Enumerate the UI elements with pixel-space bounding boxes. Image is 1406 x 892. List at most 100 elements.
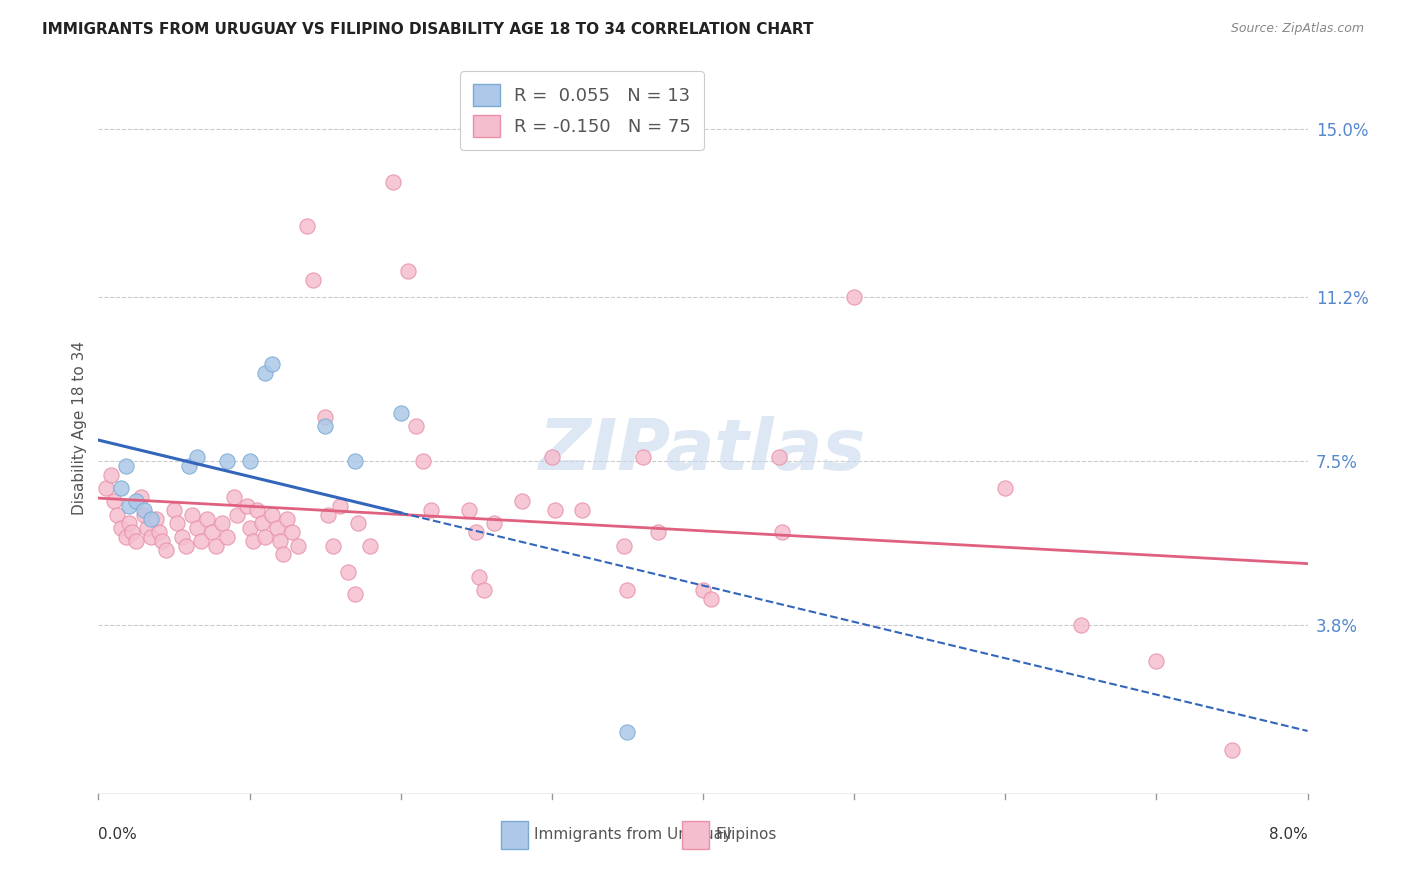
Text: Immigrants from Uruguay: Immigrants from Uruguay bbox=[534, 828, 731, 842]
Point bbox=[396, 264, 419, 278]
Point bbox=[205, 539, 228, 553]
Point bbox=[1220, 742, 1243, 756]
Text: 0.0%: 0.0% bbox=[98, 828, 138, 842]
Point bbox=[468, 569, 491, 583]
Point bbox=[181, 508, 204, 522]
Point bbox=[382, 175, 405, 189]
Point bbox=[150, 534, 173, 549]
Point bbox=[276, 512, 298, 526]
Point bbox=[195, 512, 218, 526]
Point bbox=[316, 508, 339, 522]
Point bbox=[253, 366, 276, 380]
Point bbox=[616, 724, 638, 739]
Point bbox=[269, 534, 291, 549]
Point bbox=[544, 503, 567, 517]
Point bbox=[103, 494, 125, 508]
Point bbox=[94, 481, 117, 495]
Point bbox=[179, 458, 201, 473]
Point bbox=[110, 521, 132, 535]
Point bbox=[166, 516, 188, 531]
Point bbox=[226, 508, 249, 522]
Point bbox=[110, 481, 132, 495]
Point bbox=[135, 521, 157, 535]
Point bbox=[125, 494, 148, 508]
Point bbox=[201, 525, 224, 540]
Point bbox=[121, 525, 143, 540]
Text: IMMIGRANTS FROM URUGUAY VS FILIPINO DISABILITY AGE 18 TO 34 CORRELATION CHART: IMMIGRANTS FROM URUGUAY VS FILIPINO DISA… bbox=[42, 22, 814, 37]
Text: Filipinos: Filipinos bbox=[716, 828, 776, 842]
Point bbox=[215, 454, 238, 468]
Point bbox=[190, 534, 212, 549]
Point bbox=[242, 534, 264, 549]
Point bbox=[314, 410, 336, 425]
Point bbox=[262, 508, 284, 522]
Point bbox=[145, 512, 167, 526]
Point bbox=[141, 530, 163, 544]
Point bbox=[314, 419, 336, 434]
Point bbox=[295, 219, 318, 234]
Point bbox=[141, 512, 163, 526]
Point bbox=[186, 450, 208, 464]
Point bbox=[389, 406, 412, 420]
Point bbox=[215, 530, 238, 544]
Point bbox=[344, 587, 367, 601]
Point bbox=[647, 525, 669, 540]
Point bbox=[118, 499, 141, 513]
Point bbox=[132, 508, 155, 522]
Point bbox=[287, 539, 309, 553]
Point bbox=[105, 508, 128, 522]
Point bbox=[613, 539, 636, 553]
Point bbox=[472, 582, 495, 597]
Point bbox=[114, 458, 136, 473]
Point bbox=[100, 467, 122, 482]
Point bbox=[266, 521, 288, 535]
Point bbox=[246, 503, 269, 517]
Point bbox=[770, 525, 793, 540]
Point bbox=[994, 481, 1017, 495]
Point bbox=[132, 503, 155, 517]
Point bbox=[281, 525, 304, 540]
Point bbox=[484, 516, 506, 531]
Point bbox=[262, 357, 284, 371]
Point bbox=[540, 450, 562, 464]
Point bbox=[224, 490, 246, 504]
Point bbox=[405, 419, 427, 434]
Point bbox=[571, 503, 593, 517]
Point bbox=[510, 494, 533, 508]
Point bbox=[344, 454, 367, 468]
Point bbox=[253, 530, 276, 544]
Point bbox=[1146, 654, 1168, 668]
Point bbox=[129, 490, 152, 504]
Text: ZIPatlas: ZIPatlas bbox=[540, 416, 866, 484]
Point bbox=[118, 516, 141, 531]
Point bbox=[114, 530, 136, 544]
Point bbox=[631, 450, 654, 464]
Point bbox=[148, 525, 170, 540]
Point bbox=[412, 454, 434, 468]
Point bbox=[239, 454, 262, 468]
Point bbox=[457, 503, 479, 517]
Point bbox=[125, 534, 148, 549]
Point bbox=[420, 503, 443, 517]
Text: Source: ZipAtlas.com: Source: ZipAtlas.com bbox=[1230, 22, 1364, 36]
Point bbox=[616, 582, 638, 597]
Point bbox=[302, 273, 325, 287]
Point bbox=[1070, 618, 1092, 632]
Point bbox=[163, 503, 186, 517]
Legend: R =  0.055   N = 13, R = -0.150   N = 75: R = 0.055 N = 13, R = -0.150 N = 75 bbox=[460, 71, 704, 150]
Point bbox=[250, 516, 273, 531]
Point bbox=[347, 516, 370, 531]
FancyBboxPatch shape bbox=[501, 821, 527, 849]
Point bbox=[174, 539, 197, 553]
Point bbox=[360, 539, 382, 553]
Point bbox=[699, 591, 721, 606]
Point bbox=[322, 539, 344, 553]
Point bbox=[235, 499, 257, 513]
Point bbox=[170, 530, 193, 544]
Point bbox=[186, 521, 208, 535]
Point bbox=[155, 543, 177, 558]
Y-axis label: Disability Age 18 to 34: Disability Age 18 to 34 bbox=[72, 341, 87, 516]
Point bbox=[692, 582, 714, 597]
Point bbox=[336, 566, 359, 580]
Text: 8.0%: 8.0% bbox=[1268, 828, 1308, 842]
